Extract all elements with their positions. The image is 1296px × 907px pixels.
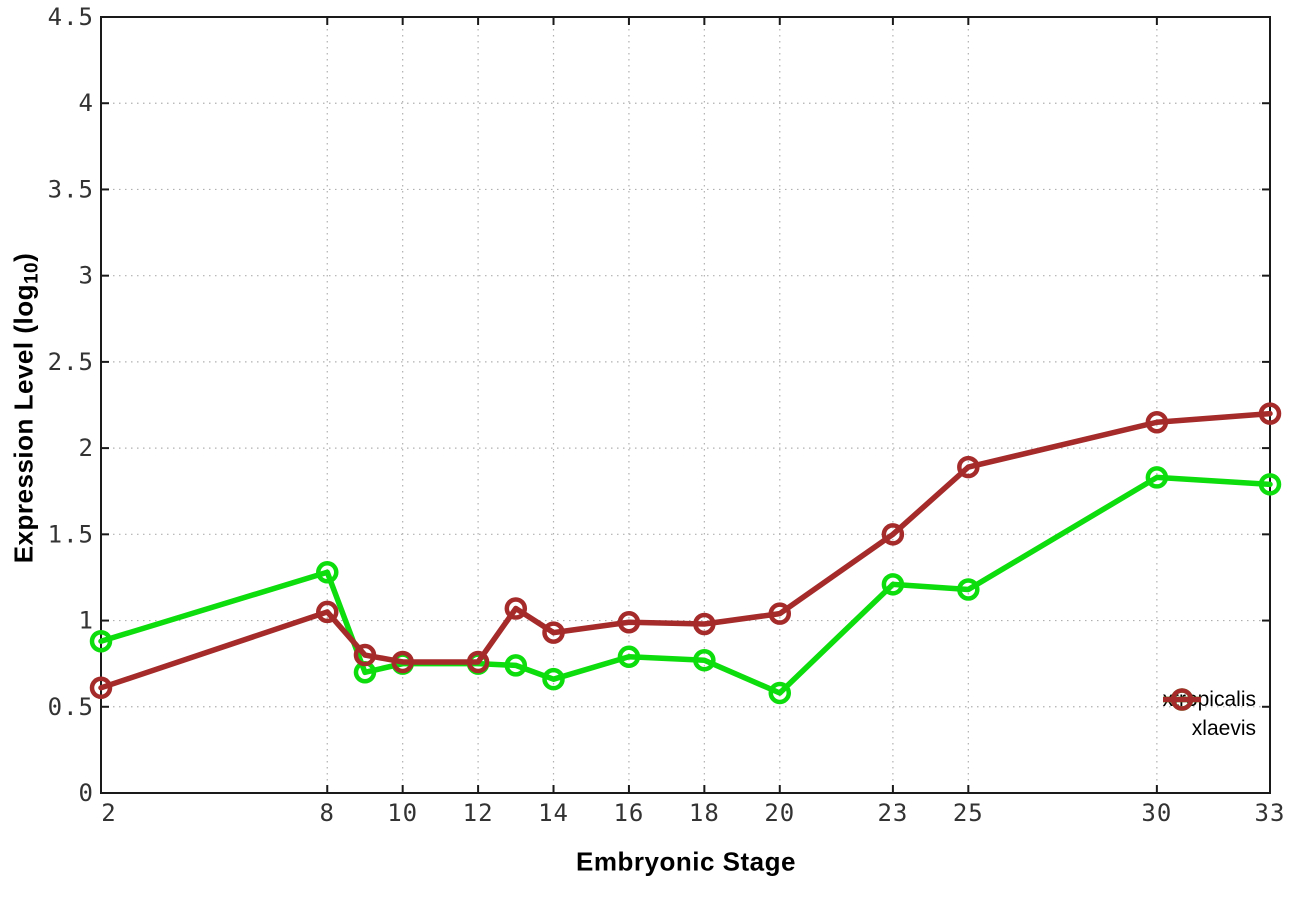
y-tick-label-2.5: 2.5 (48, 348, 94, 376)
x-tick-label-33: 33 (1255, 799, 1286, 827)
x-tick-label-10: 10 (387, 799, 418, 827)
y-tick-label-3: 3 (79, 262, 94, 290)
data-point-xlaevis-stage-20 (768, 602, 792, 625)
x-tick-label-12: 12 (463, 799, 494, 827)
x-tick-label-20: 20 (764, 799, 795, 827)
data-point-xtropicalis-stage-23 (881, 573, 905, 596)
y-tick-label-1: 1 (79, 607, 94, 635)
data-point-xlaevis-stage-2 (89, 676, 113, 700)
data-point-xlaevis-stage-23 (881, 523, 905, 546)
x-tick-label-8: 8 (320, 799, 335, 827)
data-point-xlaevis-stage-33 (1258, 402, 1282, 425)
data-point-xlaevis-stage-14 (542, 621, 565, 644)
x-tick-label-2: 2 (101, 799, 116, 827)
data-point-xlaevis-stage-18 (693, 612, 716, 636)
legend-marker-xlaevis (1162, 688, 1201, 711)
data-point-xtropicalis-stage-20 (768, 681, 792, 705)
data-point-xtropicalis-stage-30 (1145, 466, 1169, 489)
y-axis-title: Expression Level (log10) (8, 252, 43, 564)
data-point-xtropicalis-stage-18 (693, 648, 716, 672)
data-point-xlaevis-stage-9 (353, 643, 377, 667)
y-tick-label-2: 2 (79, 434, 94, 462)
x-tick-label-30: 30 (1141, 799, 1172, 827)
y-axis-title-subscript: 10 (21, 261, 43, 285)
y-axis-title-text: Expression Level (log (8, 284, 39, 564)
data-point-xlaevis-stage-13 (504, 597, 528, 620)
x-tick-label-25: 25 (953, 799, 984, 827)
data-point-xtropicalis-stage-8 (316, 561, 339, 584)
y-tick-label-4.5: 4.5 (48, 3, 94, 31)
data-point-xtropicalis-stage-16 (617, 645, 641, 669)
data-point-xlaevis-stage-30 (1145, 410, 1169, 434)
x-tick-label-16: 16 (613, 799, 644, 827)
data-point-xtropicalis-stage-33 (1258, 473, 1282, 496)
series-line-xtropicalis (98, 474, 1273, 696)
plot-border (100, 16, 1271, 794)
data-point-xlaevis-stage-8 (316, 600, 339, 624)
legend: xtropicalis xlaevis (1162, 687, 1256, 741)
y-tick-label-3.5: 3.5 (48, 175, 94, 203)
data-point-xtropicalis-stage-13 (504, 654, 528, 677)
x-tick-label-18: 18 (689, 799, 720, 827)
data-point-xlaevis-stage-10 (391, 650, 414, 674)
series-line-xlaevis (98, 410, 1273, 691)
data-point-xtropicalis-stage-2 (89, 629, 113, 653)
legend-item-xlaevis: xlaevis (1162, 688, 1256, 741)
data-point-xlaevis-stage-16 (617, 611, 641, 634)
y-tick-label-0.5: 0.5 (48, 693, 94, 721)
legend-label-xlaevis: xlaevis (1191, 716, 1256, 740)
data-point-xtropicalis-stage-25 (957, 578, 980, 601)
data-point-xlaevis-stage-25 (957, 455, 980, 479)
data-point-xtropicalis-stage-14 (542, 667, 565, 691)
x-tick-label-14: 14 (538, 799, 569, 827)
y-tick-label-1.5: 1.5 (48, 520, 94, 548)
y-tick-label-0: 0 (79, 779, 94, 807)
y-axis-title-close: ) (8, 252, 39, 262)
x-axis-title: Embryonic Stage (576, 846, 796, 877)
x-tick-label-23: 23 (877, 799, 908, 827)
y-tick-label-4: 4 (79, 89, 94, 117)
data-point-xlaevis-stage-12 (466, 650, 490, 674)
